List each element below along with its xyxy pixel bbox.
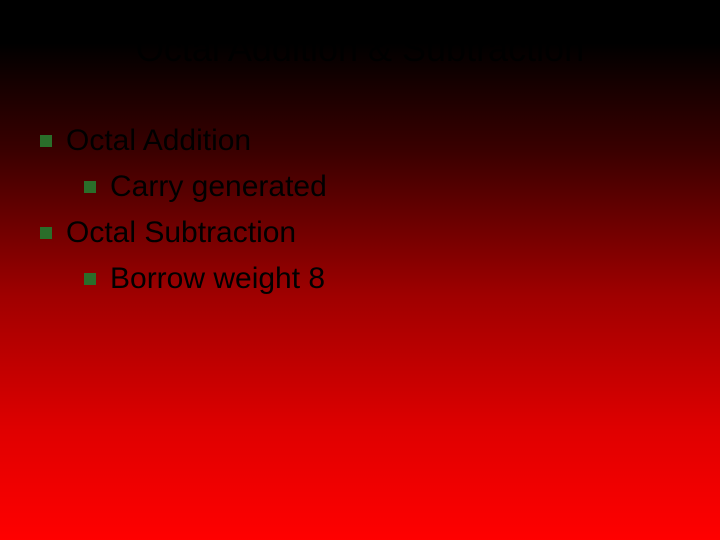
list-item: Borrow weight 8 [84,258,327,300]
square-bullet-icon [84,273,96,285]
square-bullet-icon [40,135,52,147]
list-item: Octal Subtraction [40,212,327,254]
list-item-label: Octal Subtraction [66,212,296,254]
square-bullet-icon [40,227,52,239]
slide: Octal Addition & Subtraction Octal Addit… [0,0,720,540]
slide-body: Octal Addition Carry generated Octal Sub… [40,120,327,304]
square-bullet-icon [84,181,96,193]
slide-title: Octal Addition & Subtraction [0,28,720,70]
list-item-label: Carry generated [110,166,327,208]
list-item-label: Borrow weight 8 [110,258,325,300]
list-item: Carry generated [84,166,327,208]
list-item-label: Octal Addition [66,120,251,162]
list-item: Octal Addition [40,120,327,162]
